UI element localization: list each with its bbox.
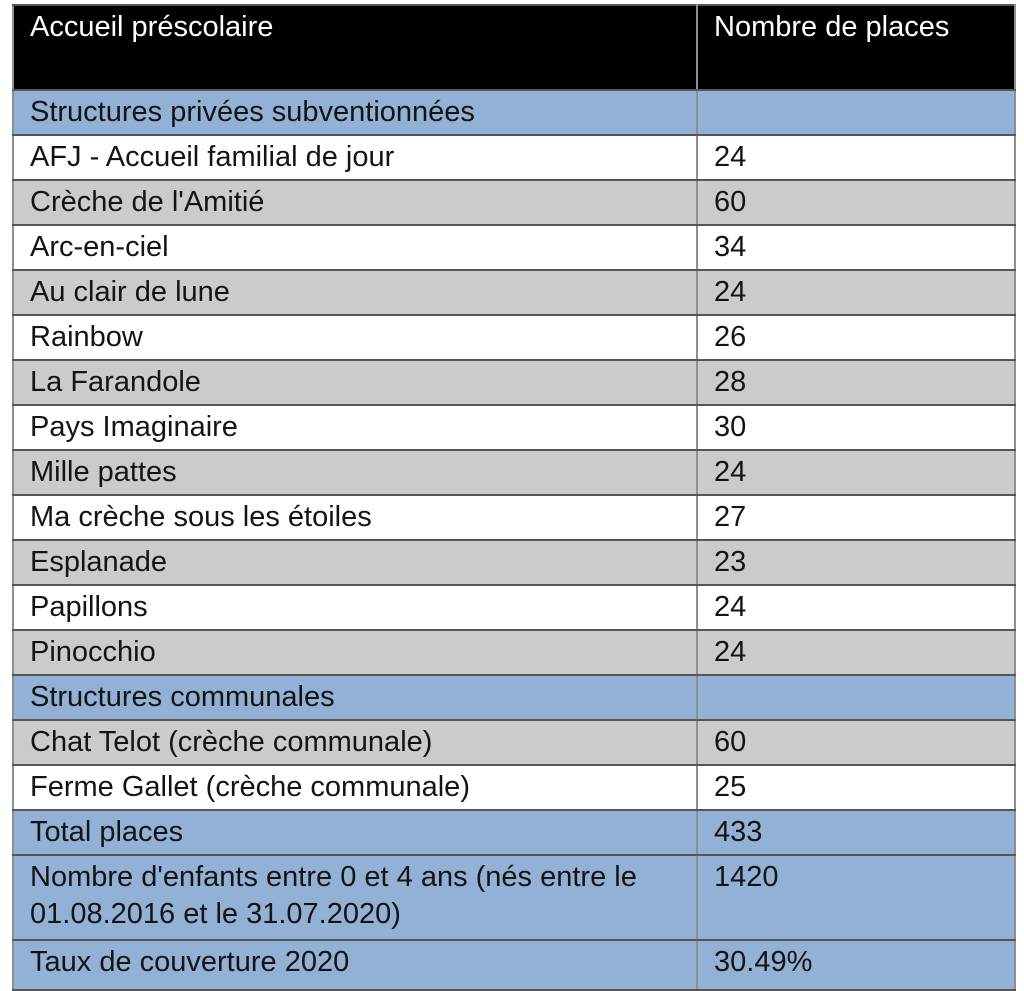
places-count-cell: 28 <box>696 359 1016 406</box>
structure-name-cell: Arc-en-ciel <box>12 224 698 271</box>
places-count-cell: 30.49% <box>696 939 1016 991</box>
section-header-row: Structures privées subventionnées <box>12 89 1016 136</box>
places-count-cell: 24 <box>696 629 1016 676</box>
structure-name-cell: Mille pattes <box>12 449 698 496</box>
table-row: La Farandole 28 <box>12 359 1016 406</box>
structure-name-cell: Papillons <box>12 584 698 631</box>
places-count-cell: 433 <box>696 809 1016 856</box>
places-count-cell <box>696 674 1016 721</box>
table-header-row: Accueil préscolaire Nombre de places <box>12 4 1016 91</box>
structure-name-cell: Rainbow <box>12 314 698 361</box>
table-row: Chat Telot (crèche communale) 60 <box>12 719 1016 766</box>
table-row: Ferme Gallet (crèche communale) 25 <box>12 764 1016 811</box>
table-row: Arc-en-ciel 34 <box>12 224 1016 271</box>
structure-name-cell: Au clair de lune <box>12 269 698 316</box>
places-count-cell: 30 <box>696 404 1016 451</box>
structure-name-cell: Structures privées subventionnées <box>12 89 698 136</box>
structure-name-cell: Crèche de l'Amitié <box>12 179 698 226</box>
places-count-cell: 27 <box>696 494 1016 541</box>
places-count-cell: 60 <box>696 179 1016 226</box>
structure-name-cell: Ma crèche sous les étoiles <box>12 494 698 541</box>
table-row: AFJ - Accueil familial de jour 24 <box>12 134 1016 181</box>
structure-name-cell: Chat Telot (crèche communale) <box>12 719 698 766</box>
places-count-cell: 24 <box>696 584 1016 631</box>
column-header-structure: Accueil préscolaire <box>12 4 698 91</box>
places-count-cell: 26 <box>696 314 1016 361</box>
summary-row: Nombre d'enfants entre 0 et 4 ans (nés e… <box>12 854 1016 941</box>
summary-row: Total places 433 <box>12 809 1016 856</box>
table-row: Crèche de l'Amitié 60 <box>12 179 1016 226</box>
table-row: Esplanade 23 <box>12 539 1016 586</box>
places-count-cell: 60 <box>696 719 1016 766</box>
places-count-cell: 24 <box>696 269 1016 316</box>
structure-name-cell: Pays Imaginaire <box>12 404 698 451</box>
structure-name-cell: Pinocchio <box>12 629 698 676</box>
summary-row: Taux de couverture 2020 30.49% <box>12 939 1016 991</box>
structure-name-cell: La Farandole <box>12 359 698 406</box>
table-row: Rainbow 26 <box>12 314 1016 361</box>
structure-name-cell: Total places <box>12 809 698 856</box>
section-header-row: Structures communales <box>12 674 1016 721</box>
preschool-places-table: Accueil préscolaire Nombre de places Str… <box>12 4 1016 991</box>
table-body: Structures privées subventionnées AFJ - … <box>12 89 1016 991</box>
places-count-cell: 25 <box>696 764 1016 811</box>
places-count-cell: 1420 <box>696 854 1016 941</box>
table-row: Papillons 24 <box>12 584 1016 631</box>
places-count-cell: 23 <box>696 539 1016 586</box>
table-row: Au clair de lune 24 <box>12 269 1016 316</box>
column-header-places: Nombre de places <box>696 4 1016 91</box>
structure-name-cell: Ferme Gallet (crèche communale) <box>12 764 698 811</box>
structure-name-cell: Esplanade <box>12 539 698 586</box>
structure-name-cell: Nombre d'enfants entre 0 et 4 ans (nés e… <box>12 854 698 941</box>
table-row: Pays Imaginaire 30 <box>12 404 1016 451</box>
places-count-cell <box>696 89 1016 136</box>
structure-name-cell: AFJ - Accueil familial de jour <box>12 134 698 181</box>
table-row: Mille pattes 24 <box>12 449 1016 496</box>
places-count-cell: 24 <box>696 134 1016 181</box>
places-count-cell: 24 <box>696 449 1016 496</box>
structure-name-cell: Structures communales <box>12 674 698 721</box>
table-row: Ma crèche sous les étoiles 27 <box>12 494 1016 541</box>
structure-name-cell: Taux de couverture 2020 <box>12 939 698 991</box>
table-row: Pinocchio 24 <box>12 629 1016 676</box>
places-count-cell: 34 <box>696 224 1016 271</box>
